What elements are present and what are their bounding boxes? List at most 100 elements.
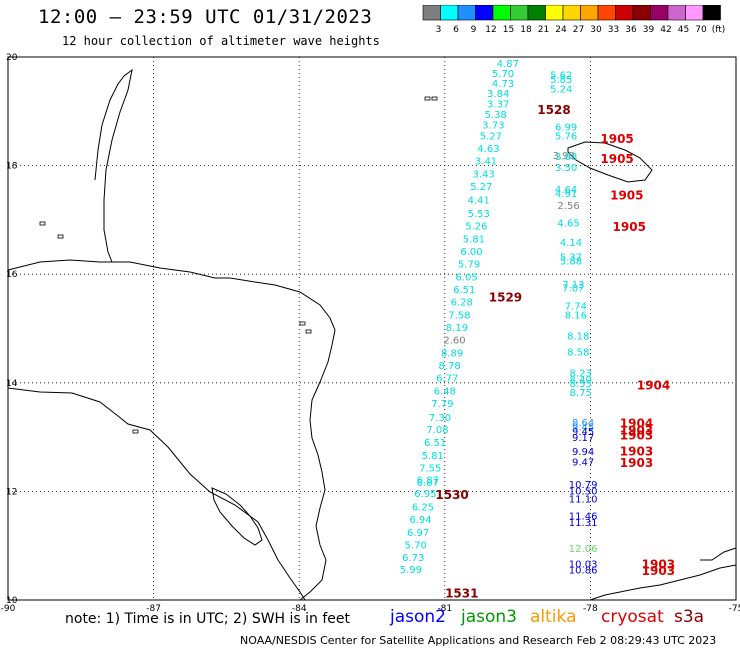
y-tick-label: 10 xyxy=(6,596,18,606)
footer-note: note: 1) Time is in UTC; 2) SWH is in fe… xyxy=(65,611,351,627)
time-label: 1903 xyxy=(642,564,675,578)
coastline xyxy=(211,487,263,546)
wave-height-label: 8.18 xyxy=(567,331,589,342)
wave-height-label: 5.81 xyxy=(422,451,444,462)
wave-height-label: 10.50 xyxy=(569,487,598,498)
wave-height-label: 8.78 xyxy=(439,361,461,372)
island xyxy=(57,234,64,239)
colorbar-label: 9 xyxy=(471,25,477,35)
wave-height-label: 5.70 xyxy=(405,540,427,551)
wave-height-label: 9.45 xyxy=(572,427,594,438)
wave-height-label: 5.38 xyxy=(485,110,507,121)
wave-height-label: 4.64 xyxy=(555,185,577,196)
colorbar-label: 27 xyxy=(573,25,584,35)
x-tick-label: -78 xyxy=(583,604,598,614)
wave-height-label: 7.07 xyxy=(562,284,584,295)
wave-height-label: 6.00 xyxy=(460,247,482,258)
wave-height-label: 9.47 xyxy=(572,457,594,468)
wave-height-label: 3.73 xyxy=(482,121,504,132)
wave-height-label: 5.26 xyxy=(465,222,487,233)
coastline xyxy=(94,68,133,263)
legend-jason2: jason2 xyxy=(390,607,446,627)
time-label: 1530 xyxy=(435,488,468,502)
x-tick-label: -84 xyxy=(292,604,307,614)
wave-height-label: 5.79 xyxy=(458,260,480,271)
time-label: 1904 xyxy=(637,378,670,392)
wave-height-label: 5.62 xyxy=(550,71,572,82)
wave-height-label: 6.94 xyxy=(409,515,431,526)
coastline xyxy=(7,387,306,601)
wave-height-label: 10.79 xyxy=(569,480,598,491)
colorbar-label: 42 xyxy=(660,25,671,35)
y-tick-label: 18 xyxy=(6,162,18,172)
wave-height-label: 3.41 xyxy=(475,157,497,168)
time-label: 1529 xyxy=(489,290,522,304)
wave-height-label: 4.91 xyxy=(555,189,577,200)
wave-height-label: 11.10 xyxy=(569,494,598,505)
wave-height-colorbar: 3 6 9 12 15 18 21 24 27 30 33 36 39 42 45 70 (ft) xyxy=(422,5,725,35)
island xyxy=(39,221,46,226)
colorbar-label: 33 xyxy=(608,25,619,35)
wave-height-label: 10.86 xyxy=(569,565,598,576)
wave-height-label: 6.87 xyxy=(417,475,439,486)
island xyxy=(424,96,431,101)
wave-height-label: 9.94 xyxy=(572,447,594,458)
colorbar-label: 12 xyxy=(485,25,496,35)
time-label: 1905 xyxy=(610,188,643,202)
footer-credit: NOAA/NESDIS Center for Satellite Applica… xyxy=(240,634,717,647)
wave-height-label: 6.87 xyxy=(417,478,439,489)
wave-height-label: 4.63 xyxy=(477,144,499,155)
wave-height-label: 7.58 xyxy=(448,311,470,322)
legend-jason3: jason3 xyxy=(461,607,517,627)
y-tick-label: 14 xyxy=(6,379,18,389)
wave-height-label: 6.99 xyxy=(555,122,577,133)
wave-height-label: 5.53 xyxy=(468,209,490,220)
colorbar-label: 15 xyxy=(503,25,514,35)
wave-height-label: 8.58 xyxy=(567,348,589,359)
colorbar-label: 3 xyxy=(436,25,442,35)
wave-height-label: 5.76 xyxy=(555,132,577,143)
wave-height-label: 11.31 xyxy=(569,518,598,529)
colorbar-label: 39 xyxy=(643,25,655,35)
wave-height-label: 9.17 xyxy=(572,433,594,444)
wave-height-label: 6.73 xyxy=(402,553,424,564)
wave-height-label: 4.87 xyxy=(497,59,519,70)
time-label: 1903 xyxy=(620,456,653,470)
wave-height-label: 7.13 xyxy=(562,280,584,291)
y-tick-label: 20 xyxy=(6,53,18,63)
wave-height-label: 6.51 xyxy=(453,285,475,296)
x-tick-label: -90 xyxy=(1,604,16,614)
x-tick-label: -75 xyxy=(729,604,740,614)
wave-height-label: 8.19 xyxy=(446,323,468,334)
time-label: 1531 xyxy=(445,586,478,600)
colorbar-label: 70 xyxy=(695,25,707,35)
wave-height-label: 8.16 xyxy=(565,311,587,322)
wave-height-label: 6.95 xyxy=(414,489,436,500)
wave-height-label: 4.14 xyxy=(560,238,582,249)
wave-height-label: 8.40 xyxy=(570,375,592,386)
coastline xyxy=(700,547,737,561)
wave-height-label: 6.05 xyxy=(456,273,478,284)
wave-height-label: 5.27 xyxy=(480,132,502,143)
wave-height-label: 8.55 xyxy=(570,379,592,390)
wave-height-label: 11.46 xyxy=(569,512,598,523)
x-tick-label: -81 xyxy=(437,604,452,614)
wave-height-label: 10.03 xyxy=(569,559,598,570)
wave-height-label: 6.77 xyxy=(436,374,458,385)
island xyxy=(132,429,139,434)
wave-height-label: 4.41 xyxy=(468,196,490,207)
coastline xyxy=(229,277,336,601)
colorbar-label: 36 xyxy=(625,25,637,35)
wave-height-label: 5.70 xyxy=(492,69,514,80)
map-title: 12:00 – 23:59 UTC 01/31/2023 xyxy=(38,6,373,28)
time-label: 1903 xyxy=(642,558,675,572)
time-label: 1903 xyxy=(620,445,653,459)
wave-height-label: 3.98 xyxy=(553,151,575,162)
island xyxy=(305,329,312,334)
wave-height-label: 4.73 xyxy=(492,79,514,90)
wave-height-label: 7.55 xyxy=(419,463,441,474)
time-label: 1905 xyxy=(600,132,633,146)
wave-height-label: 5.27 xyxy=(470,182,492,193)
time-label: 1903 xyxy=(620,423,653,437)
colorbar-label: 6 xyxy=(453,25,459,35)
